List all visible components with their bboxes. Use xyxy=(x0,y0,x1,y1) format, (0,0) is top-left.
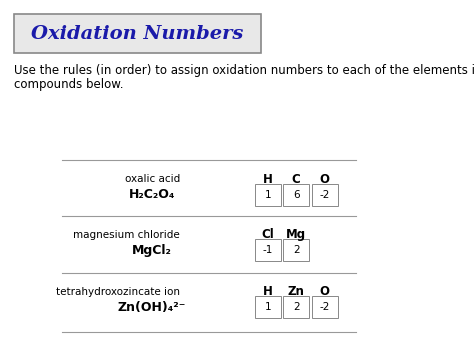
Text: Cl: Cl xyxy=(262,228,274,241)
Text: H: H xyxy=(263,285,273,298)
FancyBboxPatch shape xyxy=(283,239,309,262)
Text: Oxidation Numbers: Oxidation Numbers xyxy=(31,24,244,43)
FancyBboxPatch shape xyxy=(14,14,261,53)
FancyBboxPatch shape xyxy=(312,296,338,318)
Text: magnesium chloride: magnesium chloride xyxy=(73,230,180,239)
Text: MgCl₂: MgCl₂ xyxy=(132,244,172,257)
FancyBboxPatch shape xyxy=(255,184,281,206)
Text: oxalic acid: oxalic acid xyxy=(125,175,180,184)
Text: 6: 6 xyxy=(293,190,300,200)
FancyBboxPatch shape xyxy=(283,184,309,206)
Text: tetrahydroxozincate ion: tetrahydroxozincate ion xyxy=(56,287,180,296)
Text: -2: -2 xyxy=(319,190,330,200)
Text: 1: 1 xyxy=(264,190,271,200)
FancyBboxPatch shape xyxy=(255,296,281,318)
Text: compounds below.: compounds below. xyxy=(14,78,124,91)
Text: O: O xyxy=(319,285,330,298)
Text: Mg: Mg xyxy=(286,228,306,241)
Text: Zn: Zn xyxy=(288,285,305,298)
Text: Zn(OH)₄²⁻: Zn(OH)₄²⁻ xyxy=(118,300,186,314)
Text: O: O xyxy=(319,173,330,186)
Text: -1: -1 xyxy=(263,245,273,255)
Text: Use the rules (in order) to assign oxidation numbers to each of the elements in : Use the rules (in order) to assign oxida… xyxy=(14,64,474,77)
FancyBboxPatch shape xyxy=(312,184,338,206)
Text: 1: 1 xyxy=(264,302,271,312)
Text: C: C xyxy=(292,173,301,186)
Text: H₂C₂O₄: H₂C₂O₄ xyxy=(128,188,175,201)
Text: -2: -2 xyxy=(319,302,330,312)
Text: 2: 2 xyxy=(293,302,300,312)
Text: H: H xyxy=(263,173,273,186)
Text: 2: 2 xyxy=(293,245,300,255)
FancyBboxPatch shape xyxy=(255,239,281,262)
FancyBboxPatch shape xyxy=(283,296,309,318)
